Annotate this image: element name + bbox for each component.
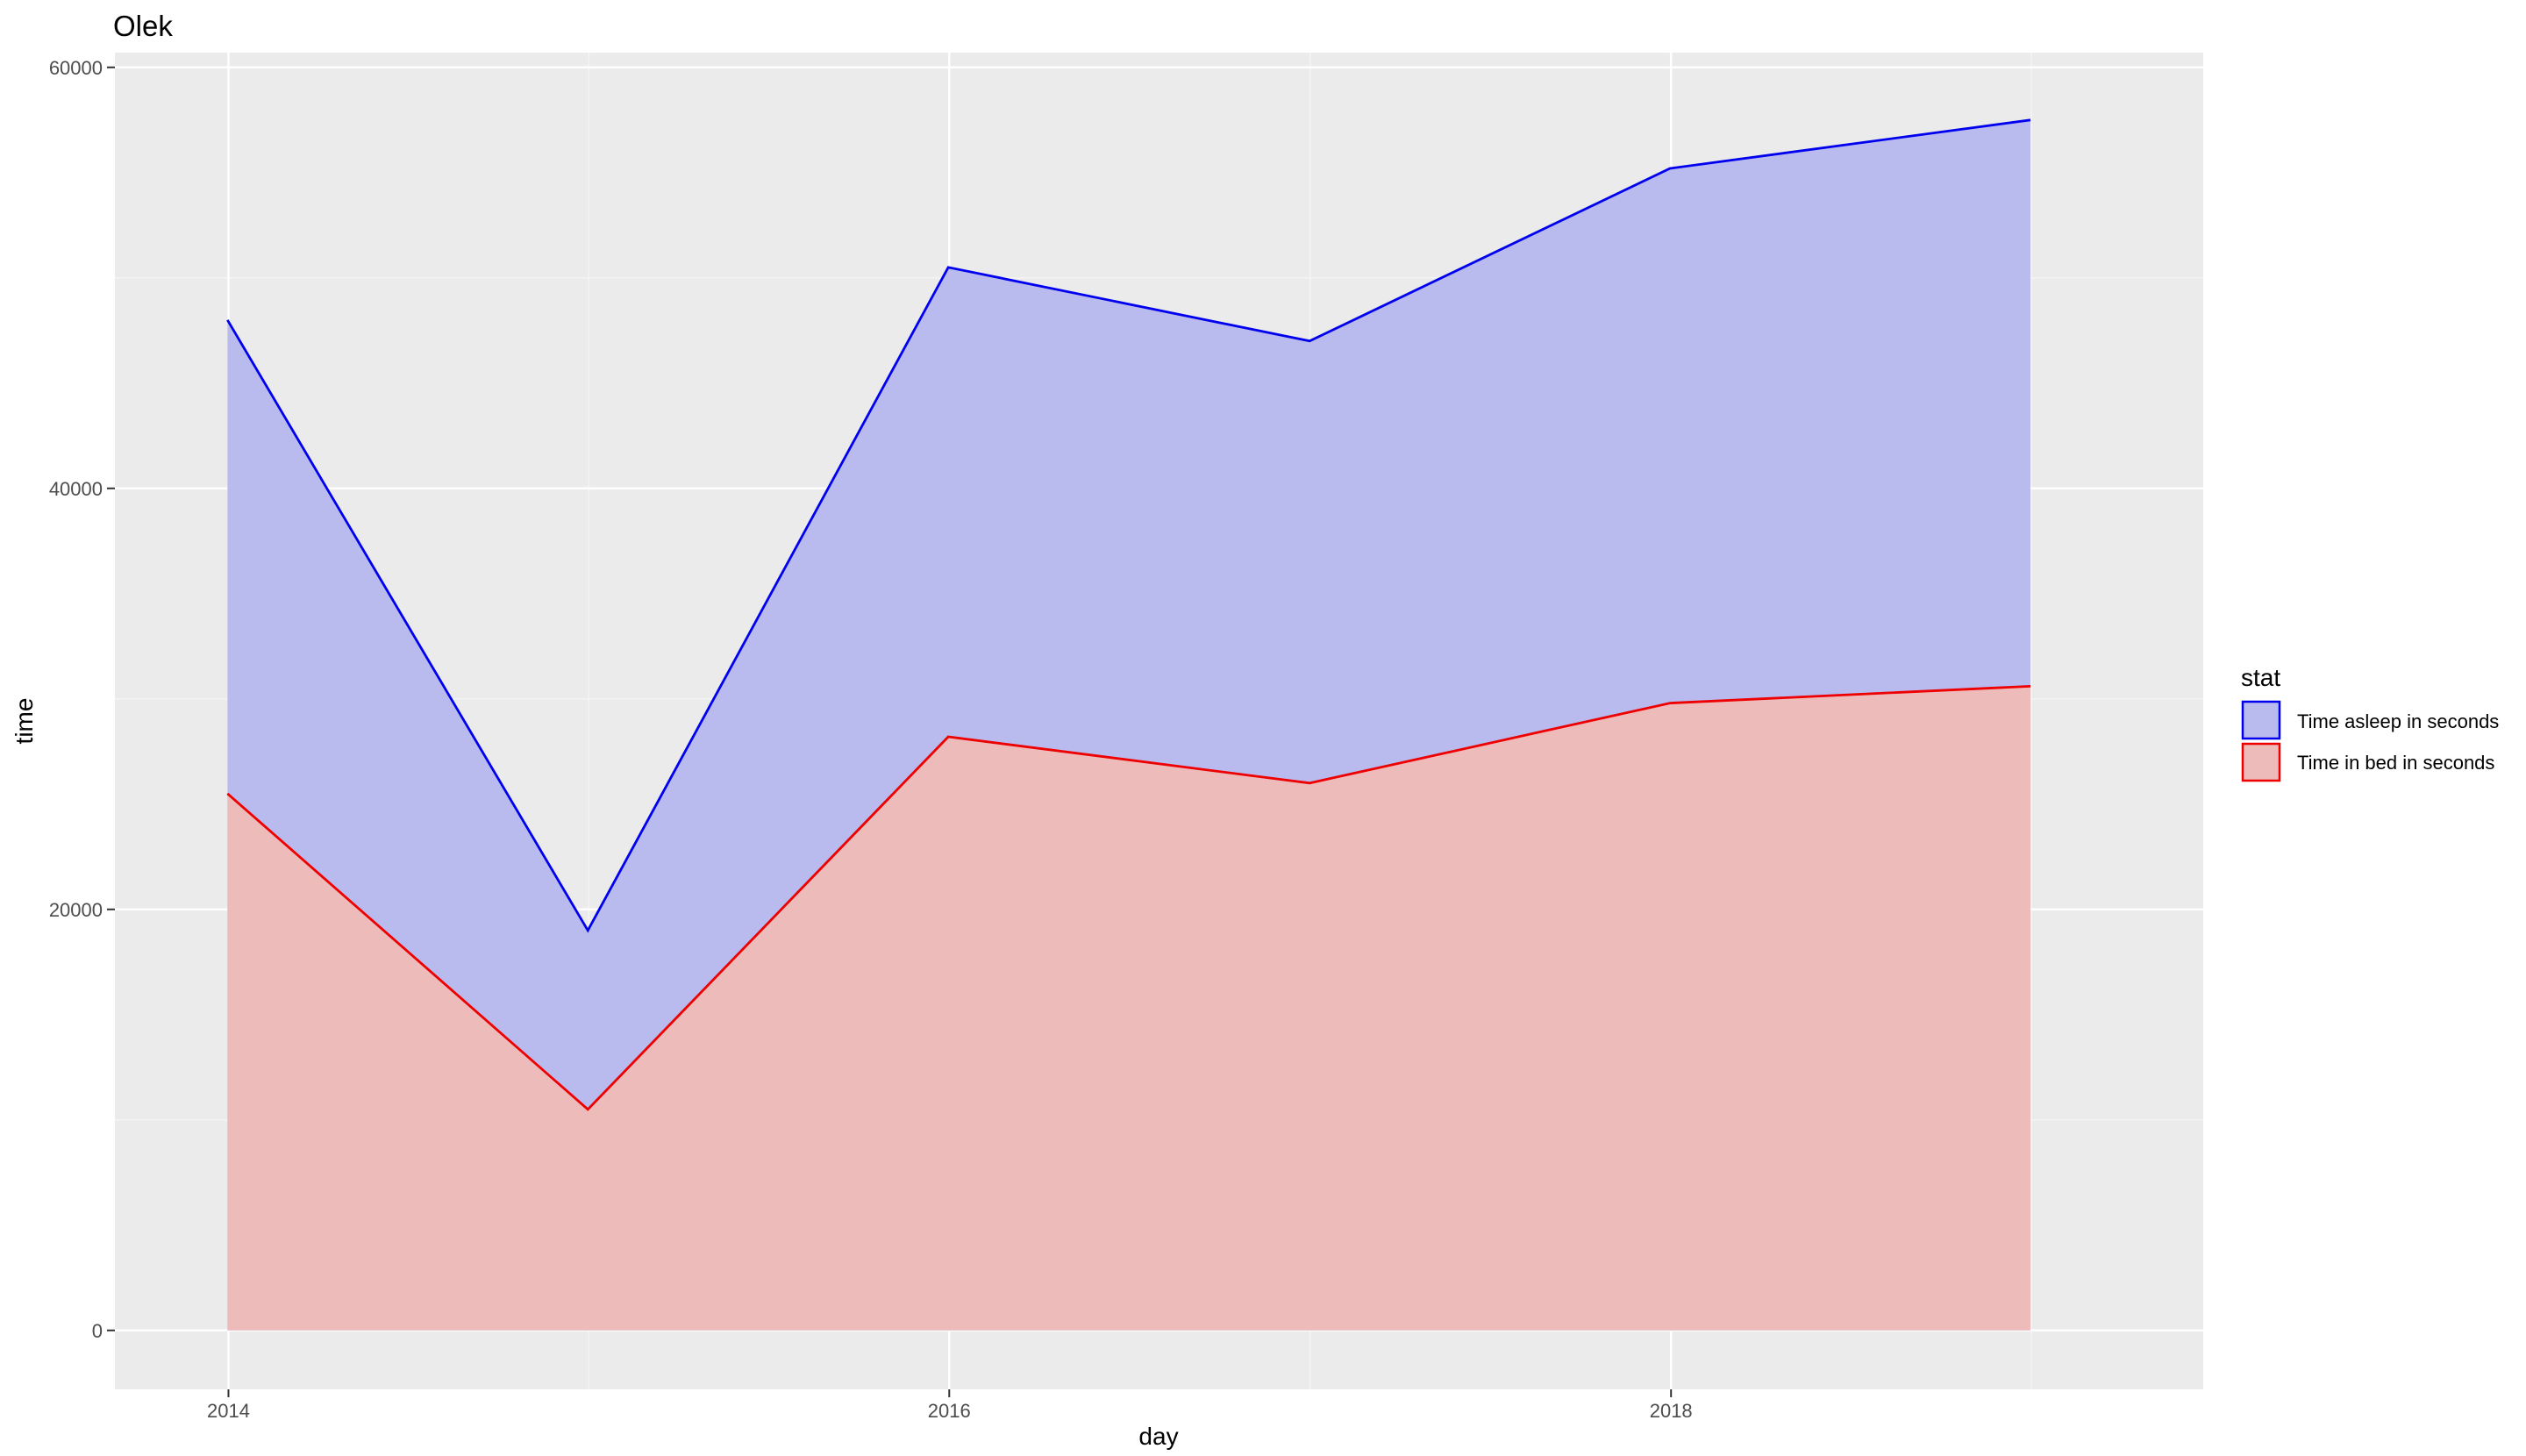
y-tick-label: 60000 (49, 57, 103, 79)
x-tick-label: 2018 (1650, 1400, 1693, 1422)
y-axis-label: time (11, 698, 38, 745)
chart-title: Olek (113, 10, 173, 42)
legend-label-bed: Time in bed in seconds (2297, 752, 2494, 774)
legend: stat Time asleep in seconds Time in bed … (2241, 664, 2499, 781)
x-axis: 2014 2016 2018 (207, 1389, 1693, 1422)
y-tick-label: 20000 (49, 899, 103, 921)
y-tick-label: 40000 (49, 478, 103, 500)
x-tick-label: 2016 (928, 1400, 971, 1422)
y-tick-label: 0 (92, 1320, 103, 1342)
x-tick-label: 2014 (207, 1400, 250, 1422)
y-axis: 0 20000 40000 60000 (49, 57, 115, 1342)
legend-label-asleep: Time asleep in seconds (2297, 710, 2499, 732)
x-axis-label: day (1138, 1423, 1178, 1450)
legend-key-asleep (2243, 702, 2280, 739)
legend-title: stat (2241, 664, 2280, 691)
legend-key-bed (2243, 744, 2280, 781)
